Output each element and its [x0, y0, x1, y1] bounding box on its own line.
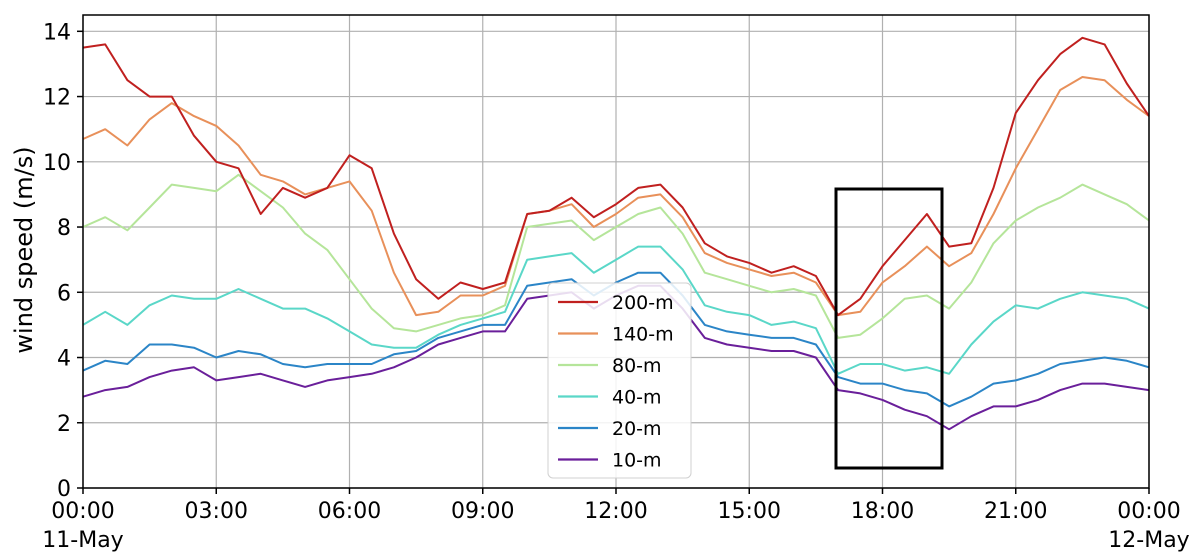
y-tick-label: 0 [57, 477, 71, 502]
x-tick-label: 03:00 [185, 499, 248, 524]
x-tick-label: 12:00 [584, 499, 647, 524]
x-tick-label: 00:00 [1117, 499, 1180, 524]
legend-box [547, 282, 692, 479]
x-tick-label: 00:00 [51, 499, 114, 524]
x-tick-label: 18:00 [851, 499, 914, 524]
series-line-200-m [82, 36, 1150, 317]
y-tick-label: 4 [57, 347, 71, 372]
x-tick-label: 21:00 [984, 499, 1047, 524]
legend-label-80-m: 80-m [612, 355, 662, 377]
series-line-40-m [82, 245, 1150, 375]
y-tick-label: 14 [43, 20, 71, 45]
y-axis-label: wind speed (m/s) [10, 146, 38, 353]
x-tick-label: 06:00 [318, 499, 381, 524]
legend-label-10-m: 10-m [612, 450, 662, 472]
series-line-140-m [82, 76, 1150, 317]
legend-label-40-m: 40-m [612, 387, 662, 409]
y-tick-label: 12 [43, 86, 71, 111]
y-tick-label: 6 [57, 281, 71, 306]
legend-label-200-m: 200-m [612, 292, 674, 314]
x-tick-label: 15:00 [718, 499, 781, 524]
x-tick-date-label: 12-May [1108, 528, 1189, 553]
x-axis: 00:00 11-May 03:00 06:00 09:00 12:00 15:00 18:0… [42, 488, 1190, 553]
legend-label-20-m: 20-m [612, 418, 662, 440]
x-tick-date-label: 11-May [42, 528, 123, 553]
y-tick-label: 8 [57, 216, 71, 241]
legend: 200-m 140-m 80-m 40-m 20-m 10-m [547, 282, 692, 479]
legend-label-140-m: 140-m [612, 324, 674, 346]
x-tick-label: 09:00 [451, 499, 514, 524]
series-line-80-m [82, 173, 1150, 339]
y-tick-label: 10 [43, 151, 71, 176]
highlight-box [834, 187, 944, 470]
y-tick-label: 2 [57, 412, 71, 437]
y-axis: 0 2 4 6 8 10 12 14 [43, 20, 83, 502]
